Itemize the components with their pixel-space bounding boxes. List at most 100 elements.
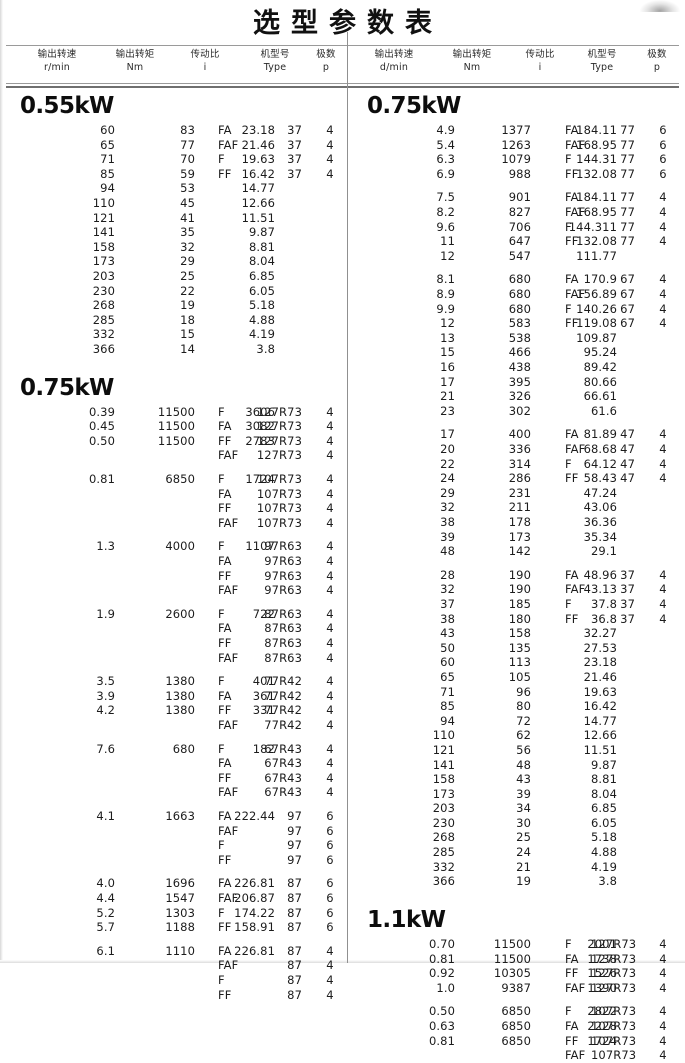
table-row: 5.2 1303 174.22 F 87 6 [6,906,347,921]
cell-pole-count: 4 [659,596,667,611]
column-header-torque: 输出转矩 Nm [435,48,509,74]
cell-gear-ratio: 144.311 [568,219,617,234]
cell-type-prefix: FF [218,770,232,785]
cell-output-speed: 173 [92,254,115,269]
cell-output-torque: 190 [508,582,531,597]
cell-gear-ratio: 14.77 [583,713,617,728]
table-row: 0.50 11500 2783 FF 127R73 4 [6,434,347,449]
column-header-poles-en: p [322,62,330,73]
cell-type-prefix: FA [218,553,232,568]
cell-type-prefix: FF [218,501,232,516]
cell-output-speed: 268 [92,298,115,313]
column-header-ratio: 传动比 i [172,48,238,74]
cell-type-prefix: FF [565,471,579,486]
cell-type-prefix: F [218,674,225,689]
cell-type-size: 37 [620,582,635,597]
table-row: 17 395 80.66 [349,375,679,390]
cell-type-prefix: FF [565,166,579,181]
table-row: 366 14 3.8 [6,342,347,357]
cell-gear-ratio: 11.51 [241,210,275,225]
cell-output-torque: 77 [180,137,195,152]
cell-output-torque: 185 [508,596,531,611]
cell-type-size: 77 [620,137,635,152]
cell-output-speed: 0.92 [428,966,455,981]
cell-output-torque: 72 [516,713,531,728]
cell-gear-ratio: 89.42 [583,359,617,374]
cell-output-speed: 9.6 [436,219,455,234]
cell-pole-count: 4 [326,486,334,501]
column-header-speed-cn: 输出转速 [37,49,77,60]
cell-output-speed: 17 [440,427,455,442]
column-header-torque-cn: 输出转矩 [115,49,155,60]
cell-output-speed: 158 [432,772,455,787]
cell-type-prefix: FAF [218,515,239,530]
cell-output-torque: 135 [508,640,531,655]
cell-type-size: 127R73 [591,966,637,981]
table-row: 1.0 9387 1390 FAF 127R73 4 [349,981,679,996]
cell-type-prefix: FF [218,635,232,650]
cell-output-torque: 680 [508,286,531,301]
cell-output-torque: 988 [508,166,531,181]
cell-type-prefix: FAF [565,1048,586,1063]
cell-output-speed: 3.5 [96,674,115,689]
cell-gear-ratio: 8.81 [248,239,275,254]
cell-pole-count: 4 [326,943,334,958]
cell-output-torque: 1188 [165,920,195,935]
column-header-ratio-cn: 传动比 [190,49,220,60]
cell-output-torque: 583 [508,316,531,331]
cell-output-speed: 366 [432,874,455,889]
cell-output-torque: 1303 [165,905,195,920]
cell-gear-ratio: 48.96 [583,567,617,582]
cell-gear-ratio: 144.31 [576,152,617,167]
cell-gear-ratio: 95.24 [583,345,617,360]
cell-output-torque: 83 [180,123,195,137]
cell-output-torque: 19 [180,298,195,313]
cell-output-speed: 6.1 [96,943,115,958]
column-header-poles-cn: 极数 [316,49,336,60]
cell-type-size: 87R63 [264,650,302,665]
cell-output-speed: 16 [440,359,455,374]
cell-type-size: 97R63 [264,568,302,583]
table-row: 94 53 14.77 [6,181,347,196]
cell-gear-ratio: 9.87 [590,757,617,772]
cell-type-size: 67 [620,301,635,316]
cell-output-speed: 5.7 [96,920,115,935]
cell-output-torque: 80 [516,699,531,714]
cell-type-prefix: FAF [218,890,239,905]
cell-output-torque: 680 [508,301,531,316]
cell-type-size: 87R63 [264,621,302,636]
table-row: 23 302 61.6 [349,404,679,419]
cell-gear-ratio: 5.18 [590,830,617,845]
cell-type-prefix: FA [218,809,232,823]
table-row: 32 211 43.06 [349,500,679,515]
cell-type-prefix: FAF [565,286,586,301]
cell-type-size: 37 [287,166,302,181]
cell-pole-count: 4 [659,316,667,331]
table-row: 16 438 89.42 [349,360,679,375]
table-row: FAF 87R63 4 [6,651,347,666]
cell-type-size: 47 [620,427,635,442]
power-rating-heading: 0.55kW [20,93,114,119]
cell-output-torque: 59 [180,166,195,181]
cell-gear-ratio: 331 [252,703,275,718]
cell-output-torque: 10305 [493,966,531,981]
cell-gear-ratio: 80.66 [583,374,617,389]
cell-output-speed: 6.9 [436,166,455,181]
cell-gear-ratio: 3.8 [598,874,617,889]
table-row: 39 173 35.34 [349,530,679,545]
table-row: 9.6 706 144.311 F 77 4 [349,220,679,235]
cell-pole-count: 4 [326,166,334,181]
cell-pole-count: 4 [659,471,667,486]
cell-output-speed: 21 [440,389,455,404]
cell-output-torque: 231 [508,485,531,500]
cell-pole-count: 4 [659,1004,667,1019]
cell-output-torque: 18 [180,312,195,327]
cell-pole-count: 4 [326,433,334,448]
cell-type-prefix: F [565,1004,572,1019]
cell-output-torque: 1380 [165,688,195,703]
cell-output-speed: 20 [440,441,455,456]
cell-pole-count: 6 [326,852,334,867]
cell-type-prefix: FF [218,166,232,181]
table-row: 203 34 6.85 [349,801,679,816]
cell-output-speed: 8.1 [436,272,455,287]
